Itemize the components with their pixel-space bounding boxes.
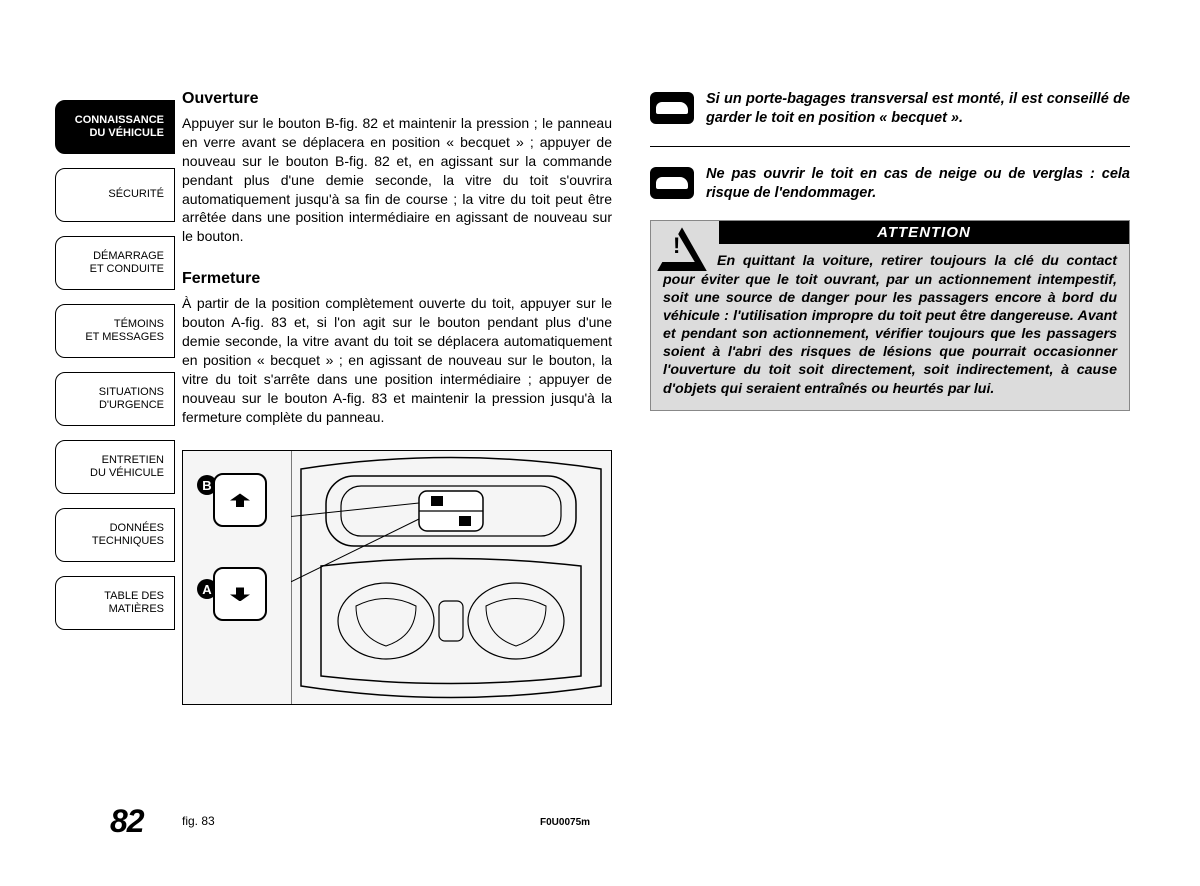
car-icon: [650, 167, 694, 199]
attention-body: En quittant la voiture, retirer toujours…: [663, 252, 1117, 397]
arrow-down-icon: [230, 587, 250, 601]
note-text-2: Ne pas ouvrir le toit en cas de neige ou…: [706, 165, 1130, 203]
figure-83: B A: [182, 450, 612, 705]
tab-label: DÉMARRAGEET CONDUITE: [90, 250, 164, 276]
tab-label: SÉCURITÉ: [108, 188, 164, 201]
heading-fermeture: Fermeture: [182, 270, 612, 288]
figure-button-a: [213, 567, 267, 621]
tab-label: DONNÉESTECHNIQUES: [92, 522, 164, 548]
arrow-up-icon: [230, 493, 250, 507]
tab-donnees[interactable]: DONNÉESTECHNIQUES: [55, 508, 175, 562]
divider: [650, 146, 1130, 147]
car-icon: [650, 92, 694, 124]
overhead-console-illustration: [291, 451, 611, 704]
note-block-2: Ne pas ouvrir le toit en cas de neige ou…: [650, 165, 1130, 203]
main-column: Ouverture Appuyer sur le bouton B-fig. 8…: [182, 90, 612, 705]
tab-label: ENTRETIENDU VÉHICULE: [90, 454, 164, 480]
attention-box: ! ATTENTION En quittant la voiture, reti…: [650, 220, 1130, 410]
figure-code: F0U0075m: [540, 817, 590, 828]
tab-temoins[interactable]: TÉMOINSET MESSAGES: [55, 304, 175, 358]
warning-exclamation: !: [673, 235, 680, 257]
paragraph-ouverture: Appuyer sur le bouton B-fig. 82 et maint…: [182, 114, 612, 246]
right-column: Si un porte-bagages transversal est mont…: [650, 90, 1130, 411]
manual-page: CONNAISSANCEDU VÉHICULE SÉCURITÉ DÉMARRA…: [0, 0, 1200, 886]
attention-header: ATTENTION: [719, 221, 1129, 244]
tab-demarrage[interactable]: DÉMARRAGEET CONDUITE: [55, 236, 175, 290]
tab-label: TÉMOINSET MESSAGES: [85, 318, 164, 344]
note-text-1: Si un porte-bagages transversal est mont…: [706, 90, 1130, 128]
tab-matieres[interactable]: TABLE DES MATIÈRES: [55, 576, 175, 630]
tab-label: CONNAISSANCEDU VÉHICULE: [75, 114, 164, 140]
tab-urgence[interactable]: SITUATIONSD'URGENCE: [55, 372, 175, 426]
tab-label: TABLE DES MATIÈRES: [66, 590, 164, 616]
tab-vehicule[interactable]: CONNAISSANCEDU VÉHICULE: [55, 100, 175, 154]
paragraph-fermeture: À partir de la position complètement ouv…: [182, 294, 612, 426]
heading-ouverture: Ouverture: [182, 90, 612, 108]
sidebar-tabs: CONNAISSANCEDU VÉHICULE SÉCURITÉ DÉMARRA…: [55, 100, 175, 644]
tab-securite[interactable]: SÉCURITÉ: [55, 168, 175, 222]
figure-caption: fig. 83: [182, 814, 215, 828]
tab-label: SITUATIONSD'URGENCE: [99, 386, 164, 412]
page-number: 82: [110, 803, 144, 840]
figure-button-b: [213, 473, 267, 527]
figure-button-panel: [193, 473, 283, 683]
note-block-1: Si un porte-bagages transversal est mont…: [650, 90, 1130, 128]
tab-entretien[interactable]: ENTRETIENDU VÉHICULE: [55, 440, 175, 494]
